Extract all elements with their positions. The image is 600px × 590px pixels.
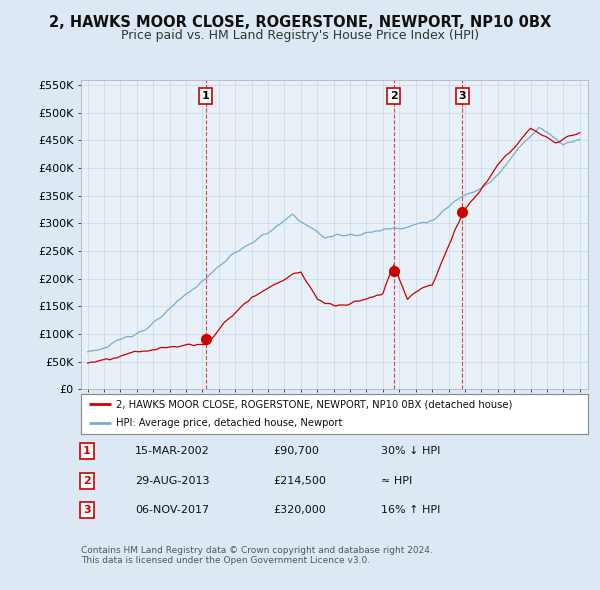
Text: Contains HM Land Registry data © Crown copyright and database right 2024.
This d: Contains HM Land Registry data © Crown c… [81, 546, 433, 565]
Text: HPI: Average price, detached house, Newport: HPI: Average price, detached house, Newp… [116, 418, 343, 428]
Text: 30% ↓ HPI: 30% ↓ HPI [381, 447, 440, 456]
Text: 29-AUG-2013: 29-AUG-2013 [135, 476, 209, 486]
Text: 16% ↑ HPI: 16% ↑ HPI [381, 506, 440, 515]
Text: 1: 1 [83, 447, 91, 456]
Text: 2: 2 [390, 91, 398, 101]
Text: 2, HAWKS MOOR CLOSE, ROGERSTONE, NEWPORT, NP10 0BX: 2, HAWKS MOOR CLOSE, ROGERSTONE, NEWPORT… [49, 15, 551, 30]
Text: 3: 3 [458, 91, 466, 101]
Text: 2, HAWKS MOOR CLOSE, ROGERSTONE, NEWPORT, NP10 0BX (detached house): 2, HAWKS MOOR CLOSE, ROGERSTONE, NEWPORT… [116, 399, 513, 409]
Text: £214,500: £214,500 [273, 476, 326, 486]
Text: 2: 2 [83, 476, 91, 486]
Text: Price paid vs. HM Land Registry's House Price Index (HPI): Price paid vs. HM Land Registry's House … [121, 30, 479, 42]
Text: 1: 1 [202, 91, 209, 101]
Text: £90,700: £90,700 [273, 447, 319, 456]
Text: 15-MAR-2002: 15-MAR-2002 [135, 447, 210, 456]
Text: ≈ HPI: ≈ HPI [381, 476, 412, 486]
Text: £320,000: £320,000 [273, 506, 326, 515]
Text: 3: 3 [83, 506, 91, 515]
Text: 06-NOV-2017: 06-NOV-2017 [135, 506, 209, 515]
